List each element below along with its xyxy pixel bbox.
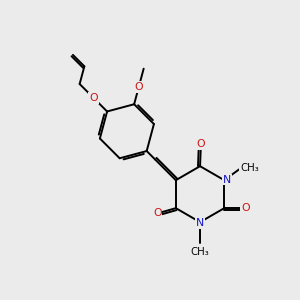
- Text: CH₃: CH₃: [191, 247, 209, 257]
- Text: O: O: [241, 203, 250, 213]
- Text: O: O: [196, 139, 205, 149]
- Text: O: O: [153, 208, 162, 218]
- Text: N: N: [196, 218, 204, 228]
- Text: CH₃: CH₃: [240, 164, 259, 173]
- Text: O: O: [134, 82, 143, 92]
- Text: O: O: [89, 93, 98, 103]
- Text: N: N: [223, 175, 231, 184]
